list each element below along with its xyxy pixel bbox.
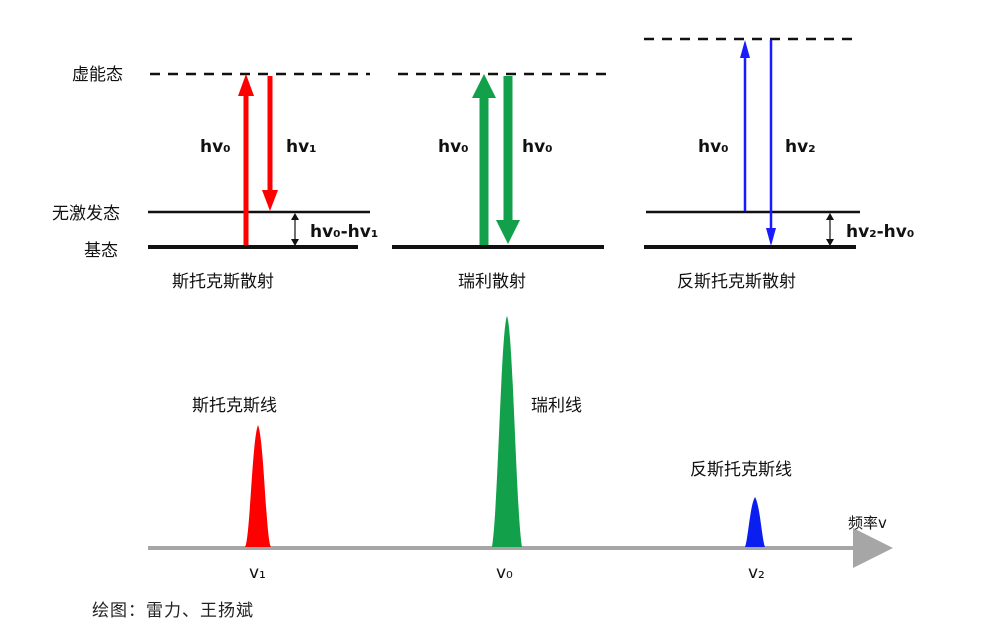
- ground-state-label: 基态: [84, 241, 118, 261]
- rayleigh-down-label: hv₀: [522, 137, 553, 157]
- antistokes-down-label: hv₂: [785, 137, 816, 157]
- rayleigh-up-label: hv₀: [438, 137, 469, 157]
- freq-v0-label: v₀: [496, 563, 513, 583]
- rayleigh-title: 瑞利散射: [458, 272, 526, 292]
- antistokes-up-label: hv₀: [698, 137, 729, 157]
- virtual-state-label: 虚能态: [72, 65, 123, 85]
- rayleigh-peak: [492, 316, 522, 547]
- antistokes-title: 反斯托克斯散射: [677, 272, 796, 292]
- stokes-peak: [245, 425, 271, 547]
- vibrational-state-label: 无激发态: [52, 204, 120, 224]
- stokes-gap-top-head: [291, 213, 299, 220]
- freq-v2-label: v₂: [748, 563, 765, 583]
- frequency-axis-label: 频率v: [848, 514, 887, 532]
- antistokes-gap-bottom-head: [826, 239, 834, 246]
- antistokes-line-label: 反斯托克斯线: [690, 460, 792, 480]
- stokes-title: 斯托克斯散射: [172, 272, 274, 292]
- rayleigh-up-arrowhead: [472, 74, 496, 98]
- rayleigh-down-arrowhead: [496, 220, 520, 244]
- antistokes-down-arrowhead: [766, 228, 776, 246]
- stokes-gap-bottom-head: [291, 239, 299, 246]
- stokes-up-label: hv₀: [200, 137, 231, 157]
- spectrum: 频率v 斯托克斯线 瑞利线 反斯托克斯线 v₁ v₀ v₂: [148, 316, 893, 583]
- antistokes-panel: hv₀ hv₂ hv₂-hv₀ 反斯托克斯散射: [644, 37, 914, 292]
- antistokes-up-arrowhead: [740, 40, 750, 58]
- stokes-panel: hv₀ hv₁ hv₀-hv₁ 斯托克斯散射: [148, 72, 378, 292]
- rayleigh-line-label: 瑞利线: [531, 396, 582, 416]
- stokes-line-label: 斯托克斯线: [192, 396, 277, 416]
- stokes-down-label: hv₁: [286, 137, 317, 157]
- credit-text: 绘图：雷力、王扬斌: [92, 601, 254, 621]
- antistokes-gap-top-head: [826, 213, 834, 220]
- stokes-down-arrowhead: [262, 190, 278, 211]
- antistokes-gap-label: hv₂-hv₀: [846, 222, 914, 242]
- stokes-up-arrowhead: [238, 74, 254, 96]
- stokes-gap-label: hv₀-hv₁: [310, 222, 378, 242]
- rayleigh-panel: hv₀ hv₀ 瑞利散射: [392, 72, 612, 292]
- antistokes-peak: [745, 497, 765, 547]
- freq-v1-label: v₁: [249, 563, 266, 583]
